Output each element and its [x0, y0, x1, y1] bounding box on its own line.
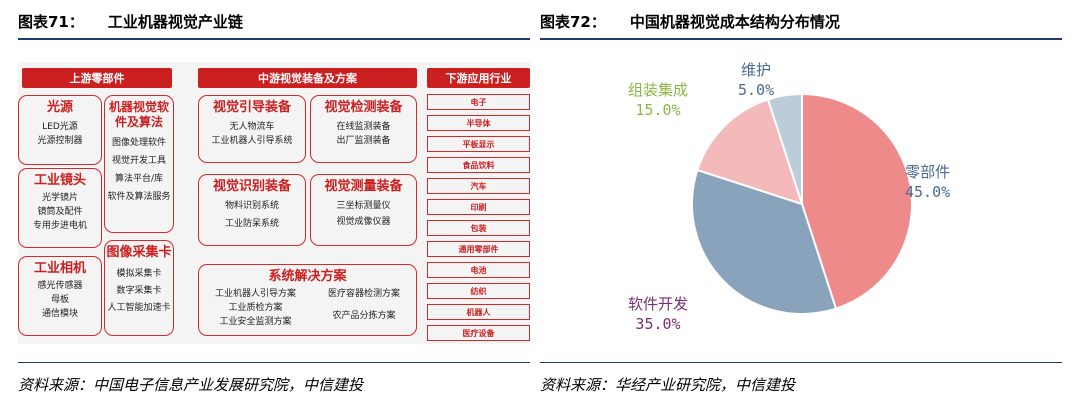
left-title: 工业机器视觉产业链: [107, 13, 243, 31]
midstream-item: 工业防呆系统: [224, 219, 279, 229]
downstream-item: 包装: [427, 220, 530, 236]
left-source-rule: [18, 362, 530, 363]
midstream-item: 在线监测装备: [336, 122, 391, 132]
downstream-item: 半导体: [427, 115, 530, 131]
pie-label-value: 35.0%: [635, 315, 681, 333]
left-title-row: 图表71： 工业机器视觉产业链: [18, 0, 530, 38]
upstream-item: 模拟采集卡: [116, 269, 162, 279]
upstream-item: 图像处理软件: [111, 138, 166, 148]
pie-label-value: 5.0%: [738, 81, 775, 99]
upstream-title: 图像采集卡: [106, 245, 172, 260]
upstream-title: 机器视觉软件及算法: [109, 100, 170, 129]
downstream-item: 食品饮料: [427, 157, 530, 173]
midstream-box-inspection: 视觉检测装备 在线监测装备 出厂监测装备: [310, 95, 417, 163]
upstream-item: 数字采集卡: [116, 286, 162, 296]
upstream-title: 工业镜头: [33, 173, 86, 188]
right-source-rule: [540, 362, 1062, 363]
pie-label-2: 组装集成 15.0%: [628, 80, 688, 120]
upstream-item: 光学镜片: [41, 193, 78, 203]
upstream-item: 感光传感器: [37, 281, 83, 291]
midstream-item: 物料识别系统: [224, 201, 279, 211]
midstream-title: 视觉引导装备: [212, 100, 291, 115]
midstream-title: 视觉测量装备: [324, 179, 403, 194]
downstream-item: 印刷: [427, 199, 530, 215]
industry-chain-diagram: 上游零部件 中游视觉装备及方案 下游应用行业 光源 LED光源 光源控制器 工业…: [18, 62, 530, 344]
solution-item: 工业安全监测方案: [219, 317, 292, 327]
right-fig-label: 图表72：: [540, 13, 606, 31]
midstream-box-recognition: 视觉识别装备 物料识别系统 工业防呆系统: [198, 174, 306, 246]
upstream-item: 视觉开发工具: [111, 156, 166, 166]
upstream-item: 镜筒及配件: [37, 207, 83, 217]
left-source: 资料来源：中国电子信息产业发展研究院，中信建投: [18, 376, 364, 394]
downstream-item: 电池: [427, 262, 530, 278]
upstream-item: 专用步进电机: [32, 221, 87, 231]
pie-slice-0: [801, 92, 913, 310]
left-figure: 图表71： 工业机器视觉产业链: [18, 0, 530, 40]
downstream-item: 电子: [427, 94, 530, 110]
col-header-downstream: 下游应用行业: [427, 68, 530, 88]
midstream-item: 出厂监测装备: [336, 136, 391, 146]
midstream-box-measurement: 视觉测量装备 三坐标测量仪 视觉成像仪器: [310, 174, 417, 246]
downstream-item: 纺织: [427, 283, 530, 299]
upstream-item: LED光源: [42, 122, 78, 132]
pie-label-name: 零部件: [905, 163, 951, 181]
upstream-box-lens: 工业镜头 光学镜片 镜筒及配件 专用步进电机: [18, 168, 102, 248]
pie-label-name: 维护: [741, 61, 772, 79]
left-title-rule: [18, 38, 530, 40]
midstream-box-solutions: 系统解决方案 工业机器人引导方案 工业质检方案 工业安全监测方案 医疗容器检测方…: [198, 264, 417, 336]
upstream-title: 光源: [46, 100, 73, 115]
pie-label-value: 15.0%: [635, 101, 681, 119]
solutions-title: 系统解决方案: [268, 269, 347, 284]
midstream-item: 三坐标测量仪: [336, 201, 391, 211]
upstream-item: 母板: [50, 295, 69, 305]
pie-label-0: 零部件 45.0%: [905, 162, 950, 202]
pie-label-value: 45.0%: [905, 183, 951, 201]
solution-item: 农产品分拣方案: [332, 311, 396, 321]
upstream-item: 人工智能加速卡: [107, 303, 171, 313]
upstream-item: 软件及算法服务: [107, 192, 171, 202]
right-title-row: 图表72： 中国机器视觉成本结构分布情况: [540, 0, 1062, 38]
upstream-item: 通信模块: [41, 309, 78, 319]
midstream-title: 视觉识别装备: [212, 179, 291, 194]
downstream-item: 医疗设备: [427, 325, 530, 341]
left-fig-label: 图表71：: [18, 13, 84, 31]
midstream-box-guidance: 视觉引导装备 无人物流车 工业机器人引导系统: [198, 95, 306, 163]
midstream-title: 视觉检测装备: [324, 100, 403, 115]
pie-label-name: 组装集成: [628, 81, 689, 99]
downstream-item: 通用零部件: [427, 241, 530, 257]
upstream-item: 算法平台/库: [114, 174, 164, 184]
downstream-item: 平板显示: [427, 136, 530, 152]
downstream-item: 机器人: [427, 304, 530, 320]
solution-item: 工业机器人引导方案: [214, 289, 296, 299]
downstream-item: 汽车: [427, 178, 530, 194]
pie-slice-1: [691, 168, 838, 315]
solution-item: 工业质检方案: [228, 303, 283, 313]
upstream-box-software: 机器视觉软件及算法 图像处理软件 视觉开发工具 算法平台/库 软件及算法服务: [104, 95, 174, 233]
right-source: 资料来源：华经产业研究院，中信建投: [540, 376, 796, 394]
upstream-box-camera: 工业相机 感光传感器 母板 通信模块: [18, 256, 102, 336]
right-title: 中国机器视觉成本结构分布情况: [629, 13, 840, 31]
pie-slice-3: [766, 92, 803, 205]
pie-label-1: 软件开发 35.0%: [628, 294, 688, 334]
upstream-title: 工业相机: [33, 261, 86, 276]
right-title-rule: [540, 38, 1062, 40]
col-header-midstream: 中游视觉装备及方案: [198, 68, 417, 88]
solution-item: 医疗容器检测方案: [327, 289, 400, 299]
upstream-item: 光源控制器: [37, 136, 83, 146]
right-figure: 图表72： 中国机器视觉成本结构分布情况: [540, 0, 1062, 40]
midstream-item: 视觉成像仪器: [336, 217, 391, 227]
pie-label-name: 软件开发: [628, 295, 689, 313]
col-header-upstream: 上游零部件: [22, 68, 172, 88]
midstream-item: 无人物流车: [229, 122, 275, 132]
upstream-box-capture-card: 图像采集卡 模拟采集卡 数字采集卡 人工智能加速卡: [104, 240, 174, 336]
pie-label-3: 维护 5.0%: [738, 60, 774, 100]
upstream-box-light-source: 光源 LED光源 光源控制器: [18, 95, 102, 165]
midstream-item: 工业机器人引导系统: [211, 136, 293, 146]
